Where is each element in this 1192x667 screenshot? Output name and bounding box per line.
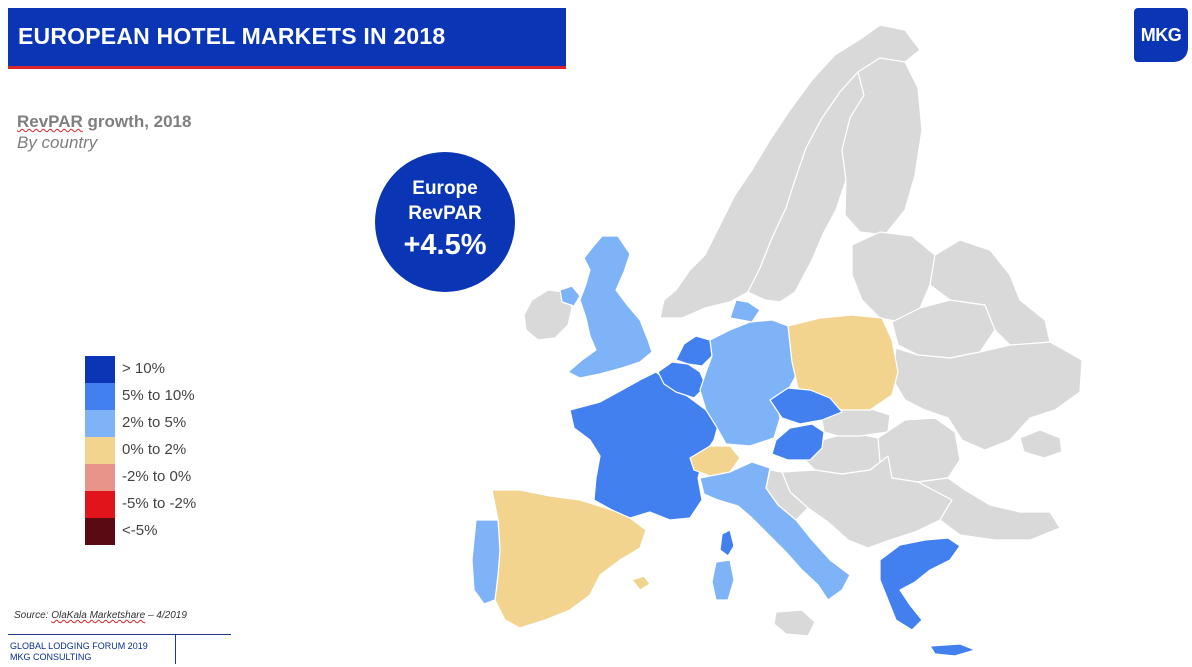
legend-label: <-5% <box>122 522 158 539</box>
region-ukraine <box>891 341 1083 451</box>
legend-swatch <box>85 383 115 410</box>
country-greece <box>879 537 961 631</box>
country-france <box>569 371 721 521</box>
country-switzerland <box>689 445 741 477</box>
no-data-regions <box>523 24 1083 637</box>
legend-label: 0% to 2% <box>122 441 187 458</box>
legend-label: 2% to 5% <box>122 414 187 431</box>
logo-text: MKG <box>1140 25 1182 45</box>
country-uk-ni <box>559 285 581 307</box>
source-suffix: – 4/2019 <box>145 610 187 621</box>
title-rule-red <box>8 66 566 69</box>
source-prefix: Source: <box>14 610 52 621</box>
country-uk <box>567 235 653 379</box>
metric-word: RevPAR <box>17 112 83 131</box>
page-title: EUROPEAN HOTEL MARKETS IN 2018 <box>18 23 446 49</box>
title-bar: EUROPEAN HOTEL MARKETS IN 2018 <box>8 8 566 63</box>
legend-label: -5% to -2% <box>122 495 197 512</box>
country-italy-sardinia <box>711 559 735 601</box>
badge-value: +4.5% <box>403 229 487 261</box>
title-rule-blue <box>8 63 566 66</box>
badge-line-1: Europe <box>412 178 478 199</box>
country-czechia <box>769 387 843 425</box>
country-portugal <box>471 519 501 605</box>
source-note: Source: OlaKala Marketshare – 4/2019 <box>14 610 187 621</box>
legend-label: 5% to 10% <box>122 387 195 404</box>
country-denmark <box>729 299 761 323</box>
region-russia-west <box>929 239 1051 346</box>
region-ireland <box>523 289 573 341</box>
legend-label: -2% to 0% <box>122 468 192 485</box>
region-belarus <box>891 299 996 359</box>
colored-countries <box>471 235 976 657</box>
metric-rest: growth, 2018 <box>82 112 192 131</box>
chart-subtitle: RevPAR growth, 2018 <box>17 112 191 132</box>
country-netherlands <box>675 335 713 367</box>
badge-line-2: RevPAR <box>408 203 482 224</box>
mkg-logo: MKG <box>1134 8 1188 62</box>
legend-swatch <box>85 464 115 491</box>
legend-swatch <box>85 518 115 545</box>
legend-label: > 10% <box>122 360 165 377</box>
region-sicily <box>773 609 816 637</box>
country-greece-crete <box>929 643 976 657</box>
country-france-corsica <box>719 529 735 557</box>
country-poland <box>787 314 899 411</box>
legend-swatch <box>85 356 115 383</box>
source-name: OlaKala Marketshare <box>51 610 146 621</box>
chart-subtitle-2: By country <box>17 133 98 152</box>
country-spain-balearics <box>631 575 651 591</box>
footer-divider <box>175 634 176 664</box>
country-italy <box>699 461 851 601</box>
footer-company: MKG CONSULTING <box>10 652 92 662</box>
country-austria <box>771 423 825 461</box>
footer-event: GLOBAL LODGING FORUM 2019 <box>10 641 148 651</box>
region-caucasus <box>1019 429 1063 459</box>
country-germany <box>699 319 799 447</box>
legend-swatch <box>85 491 115 518</box>
legend-swatch <box>85 410 115 437</box>
region-bulgaria-turkey <box>917 477 1061 541</box>
legend-swatch <box>85 437 115 464</box>
footer-rule <box>8 634 231 635</box>
europe-revpar-badge: Europe RevPAR +4.5% <box>375 152 515 292</box>
